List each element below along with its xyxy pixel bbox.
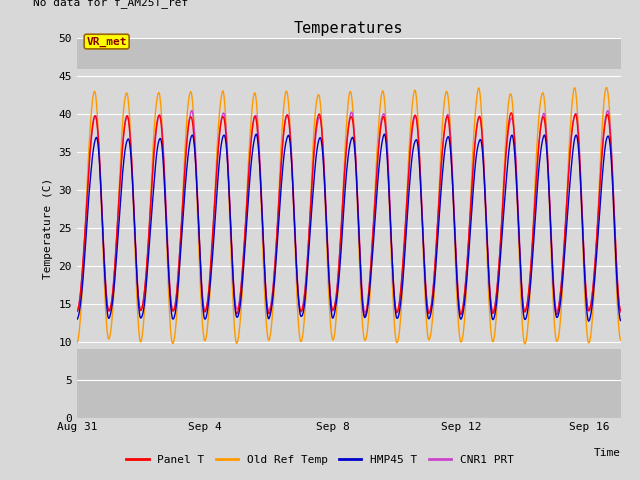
Panel T: [372, 183, 380, 189]
HMP45 T: [585, 318, 593, 324]
CNR1 PRT: [617, 309, 625, 315]
HMP45 T: [236, 303, 244, 309]
Old Ref Temp: [372, 173, 380, 179]
CNR1 PRT: [188, 108, 196, 113]
Panel T: [116, 187, 124, 193]
Legend: Panel T, Old Ref Temp, HMP45 T, CNR1 PRT: Panel T, Old Ref Temp, HMP45 T, CNR1 PRT: [122, 451, 518, 469]
Old Ref Temp: [603, 84, 611, 90]
HMP45 T: [73, 316, 81, 322]
HMP45 T: [381, 131, 388, 137]
HMP45 T: [183, 163, 191, 169]
Line: HMP45 T: HMP45 T: [77, 134, 621, 321]
Old Ref Temp: [521, 341, 529, 347]
Panel T: [73, 309, 81, 314]
Panel T: [236, 294, 244, 300]
Panel T: [361, 313, 369, 319]
CNR1 PRT: [191, 127, 198, 133]
HMP45 T: [190, 141, 198, 146]
CNR1 PRT: [73, 308, 81, 314]
HMP45 T: [502, 187, 509, 193]
Old Ref Temp: [236, 319, 244, 325]
HMP45 T: [372, 207, 380, 213]
Panel T: [183, 136, 191, 142]
Bar: [77, 349, 621, 418]
CNR1 PRT: [457, 312, 465, 318]
Line: Panel T: Panel T: [77, 113, 621, 316]
Panel T: [502, 156, 509, 162]
Line: CNR1 PRT: CNR1 PRT: [77, 110, 621, 315]
Text: Time: Time: [594, 448, 621, 458]
Old Ref Temp: [73, 340, 81, 346]
Text: No data for f_AM25T_ref: No data for f_AM25T_ref: [33, 0, 189, 8]
Panel T: [190, 136, 198, 142]
Line: Old Ref Temp: Old Ref Temp: [77, 87, 621, 344]
CNR1 PRT: [116, 189, 124, 194]
Old Ref Temp: [501, 146, 509, 152]
Text: VR_met: VR_met: [86, 36, 127, 47]
Old Ref Temp: [183, 114, 191, 120]
HMP45 T: [116, 212, 124, 217]
Old Ref Temp: [116, 178, 124, 184]
Old Ref Temp: [190, 124, 198, 130]
Old Ref Temp: [617, 337, 625, 343]
HMP45 T: [617, 318, 625, 324]
CNR1 PRT: [502, 157, 509, 163]
Bar: [77, 38, 621, 69]
Panel T: [617, 308, 625, 313]
Title: Temperatures: Temperatures: [294, 21, 404, 36]
Panel T: [508, 110, 515, 116]
CNR1 PRT: [237, 291, 244, 297]
Y-axis label: Temperature (C): Temperature (C): [43, 178, 53, 278]
CNR1 PRT: [183, 138, 191, 144]
CNR1 PRT: [372, 182, 380, 188]
